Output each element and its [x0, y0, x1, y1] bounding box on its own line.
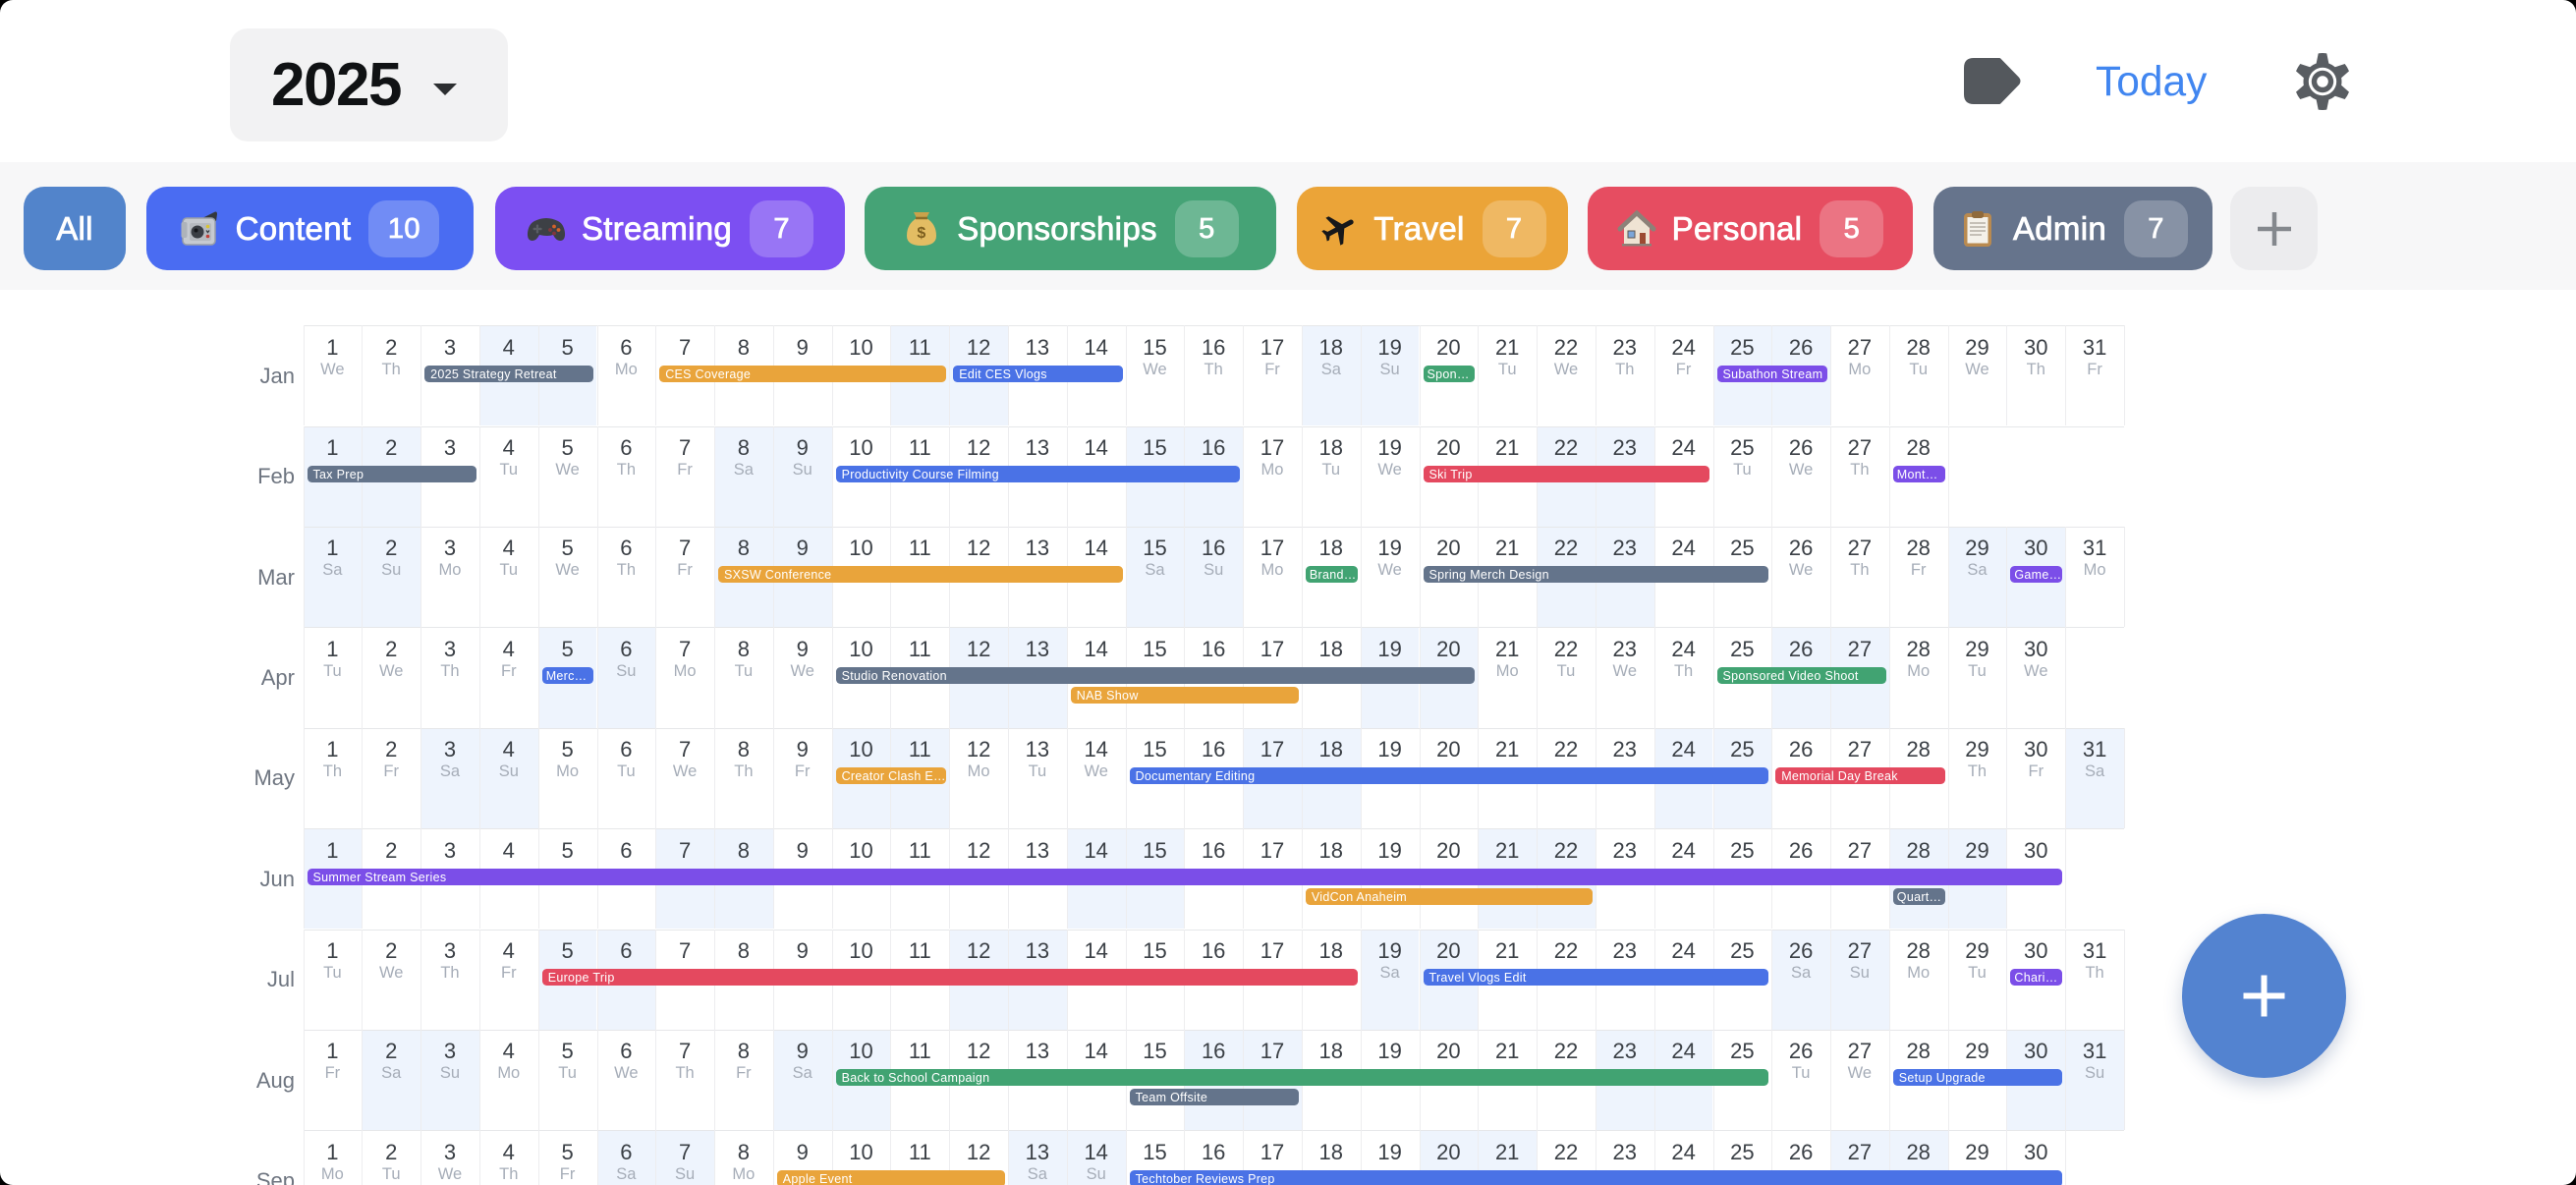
- svg-text:$: $: [918, 225, 926, 242]
